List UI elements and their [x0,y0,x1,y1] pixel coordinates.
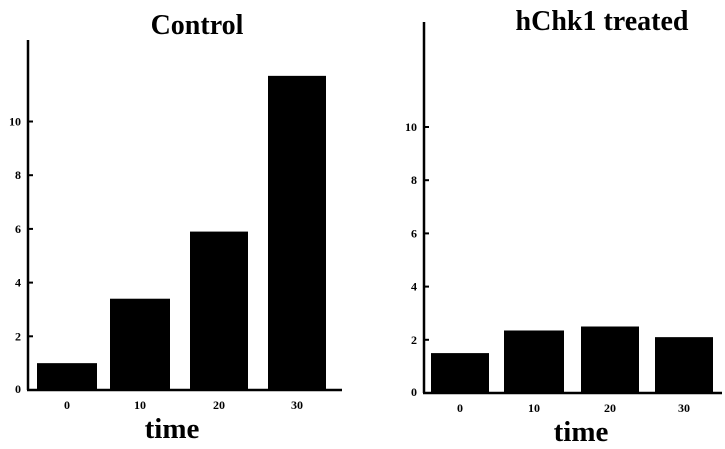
hchk1-y-tick-label-8: 8 [411,173,417,187]
control-y-tick-label-0: 0 [15,382,21,396]
control-bar-30 [268,75,326,390]
hchk1-bar-0 [431,353,489,393]
control-bar-0 [37,363,97,390]
control-bar-20 [190,231,248,390]
control-x-tick-label-20: 20 [213,398,225,412]
control-x-axis-label: time [145,413,200,445]
hchk1-y-tick-label-6: 6 [411,226,417,240]
hchk1-x-tick-label-30: 30 [678,401,690,415]
hchk1-y-tick-label-0: 0 [411,385,417,399]
hchk1-chart-title: hChk1 treated [516,6,689,37]
hchk1-x-axis-label: time [554,416,609,448]
control-x-tick-label-0: 0 [64,398,70,412]
control-x-tick-label-10: 10 [134,398,146,412]
hchk1-chart-panel: hChk1 treated 2 4 6 8 10 0 0 10 20 30 time [405,6,722,448]
hchk1-bar-20 [581,326,639,393]
control-chart-title: Control [151,10,244,41]
control-y-tick-label-6: 6 [15,222,21,236]
hchk1-y-tick-label-4: 4 [411,280,417,294]
control-y-tick-label-8: 8 [15,168,21,182]
control-y-tick-label-2: 2 [15,329,21,343]
control-bar-10 [110,298,170,390]
hchk1-x-tick-label-10: 10 [528,401,540,415]
control-y-tick-label-10: 10 [9,115,21,129]
hchk1-bar-30 [655,337,713,393]
hchk1-y-tick-label-10: 10 [405,120,417,134]
control-y-tick-label-4: 4 [15,276,21,290]
hchk1-bar-10 [504,330,564,393]
hchk1-x-tick-label-0: 0 [457,401,463,415]
control-chart-panel: Control 2 4 6 8 10 0 0 10 20 30 time [9,10,342,445]
control-x-tick-label-30: 30 [291,398,303,412]
hchk1-x-tick-label-20: 20 [604,401,616,415]
hchk1-y-tick-label-2: 2 [411,333,417,347]
